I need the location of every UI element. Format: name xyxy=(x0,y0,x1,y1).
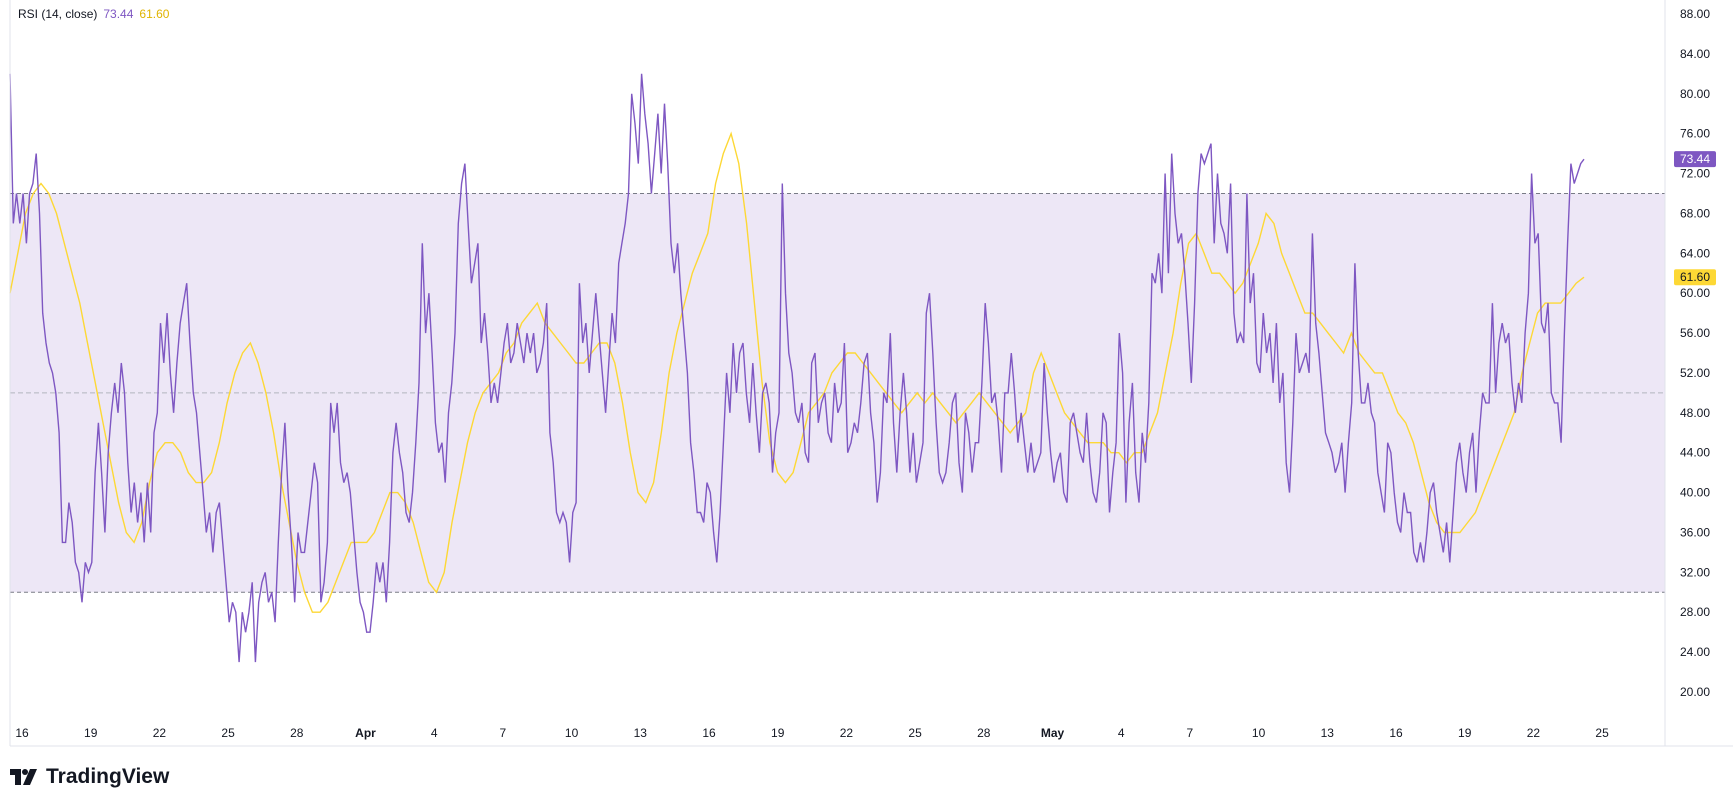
y-tick-label: 84.00 xyxy=(1680,47,1710,61)
indicator-name: RSI (14, close) xyxy=(18,7,98,21)
rsi-value: 73.44 xyxy=(103,7,134,21)
x-tick-label: 25 xyxy=(221,726,235,740)
y-tick-label: 24.00 xyxy=(1680,645,1710,659)
ma-value: 61.60 xyxy=(139,7,170,21)
x-tick-label: 16 xyxy=(15,726,29,740)
price-axis[interactable]: 88.00 84.00 80.00 76.00 72.00 68.00 64.00 60.00… xyxy=(1680,7,1710,699)
x-tick-label: 28 xyxy=(977,726,991,740)
x-tick-label: Apr xyxy=(355,726,376,740)
x-tick-label: 19 xyxy=(1458,726,1472,740)
y-tick-label: 60.00 xyxy=(1680,286,1710,300)
x-tick-label: 19 xyxy=(84,726,98,740)
y-tick-label: 76.00 xyxy=(1680,127,1710,141)
y-tick-label: 56.00 xyxy=(1680,326,1710,340)
x-tick-label: 13 xyxy=(1321,726,1335,740)
x-tick-label: 22 xyxy=(153,726,167,740)
x-tick-label: 13 xyxy=(634,726,648,740)
x-tick-label: 25 xyxy=(1595,726,1609,740)
tradingview-logo[interactable]: TradingView xyxy=(10,765,169,789)
last-rsi-badge xyxy=(1674,151,1716,168)
last-ma-value: 61.60 xyxy=(1680,270,1710,284)
y-tick-label: 44.00 xyxy=(1680,446,1710,460)
band-guides xyxy=(10,192,1665,593)
x-tick-label: 16 xyxy=(702,726,716,740)
time-axis[interactable]: 16 19 22 25 28 Apr 4 7 10 13 16 19 22 25 28 May 4 7 10 13 16… xyxy=(15,726,1609,740)
y-tick-label: 28.00 xyxy=(1680,605,1710,619)
last-rsi-value: 73.44 xyxy=(1680,152,1710,166)
x-tick-label: 22 xyxy=(840,726,854,740)
x-tick-label: 4 xyxy=(431,726,438,740)
y-tick-label: 52.00 xyxy=(1680,366,1710,380)
indicator-legend[interactable]: RSI (14, close) 73.44 61.60 xyxy=(18,7,175,21)
x-tick-label: 19 xyxy=(771,726,785,740)
y-tick-label: 80.00 xyxy=(1680,87,1710,101)
brand-name: TradingView xyxy=(46,765,170,788)
x-tick-label: May xyxy=(1041,726,1065,740)
y-tick-label: 88.00 xyxy=(1680,7,1710,21)
x-tick-label: 22 xyxy=(1527,726,1541,740)
last-value-labels: 73.44 61.60 xyxy=(1674,151,1716,286)
y-tick-label: 68.00 xyxy=(1680,206,1710,220)
y-tick-label: 48.00 xyxy=(1680,406,1710,420)
y-tick-label: 32.00 xyxy=(1680,565,1710,579)
y-tick-label: 20.00 xyxy=(1680,685,1710,699)
x-tick-label: 10 xyxy=(565,726,579,740)
x-tick-label: 10 xyxy=(1252,726,1266,740)
y-tick-label: 64.00 xyxy=(1680,246,1710,260)
y-tick-label: 40.00 xyxy=(1680,486,1710,500)
x-tick-label: 7 xyxy=(500,726,507,740)
ma-line xyxy=(9,131,1585,613)
y-tick-label: 36.00 xyxy=(1680,525,1710,539)
x-tick-label: 16 xyxy=(1389,726,1403,740)
x-tick-label: 28 xyxy=(290,726,304,740)
last-ma-badge xyxy=(1674,269,1716,286)
y-tick-label: 72.00 xyxy=(1680,167,1710,181)
x-tick-label: 25 xyxy=(908,726,922,740)
tradingview-logo-icon xyxy=(10,769,37,785)
x-tick-label: 7 xyxy=(1187,726,1194,740)
x-tick-label: 4 xyxy=(1118,726,1125,740)
rsi-line xyxy=(9,73,1585,663)
